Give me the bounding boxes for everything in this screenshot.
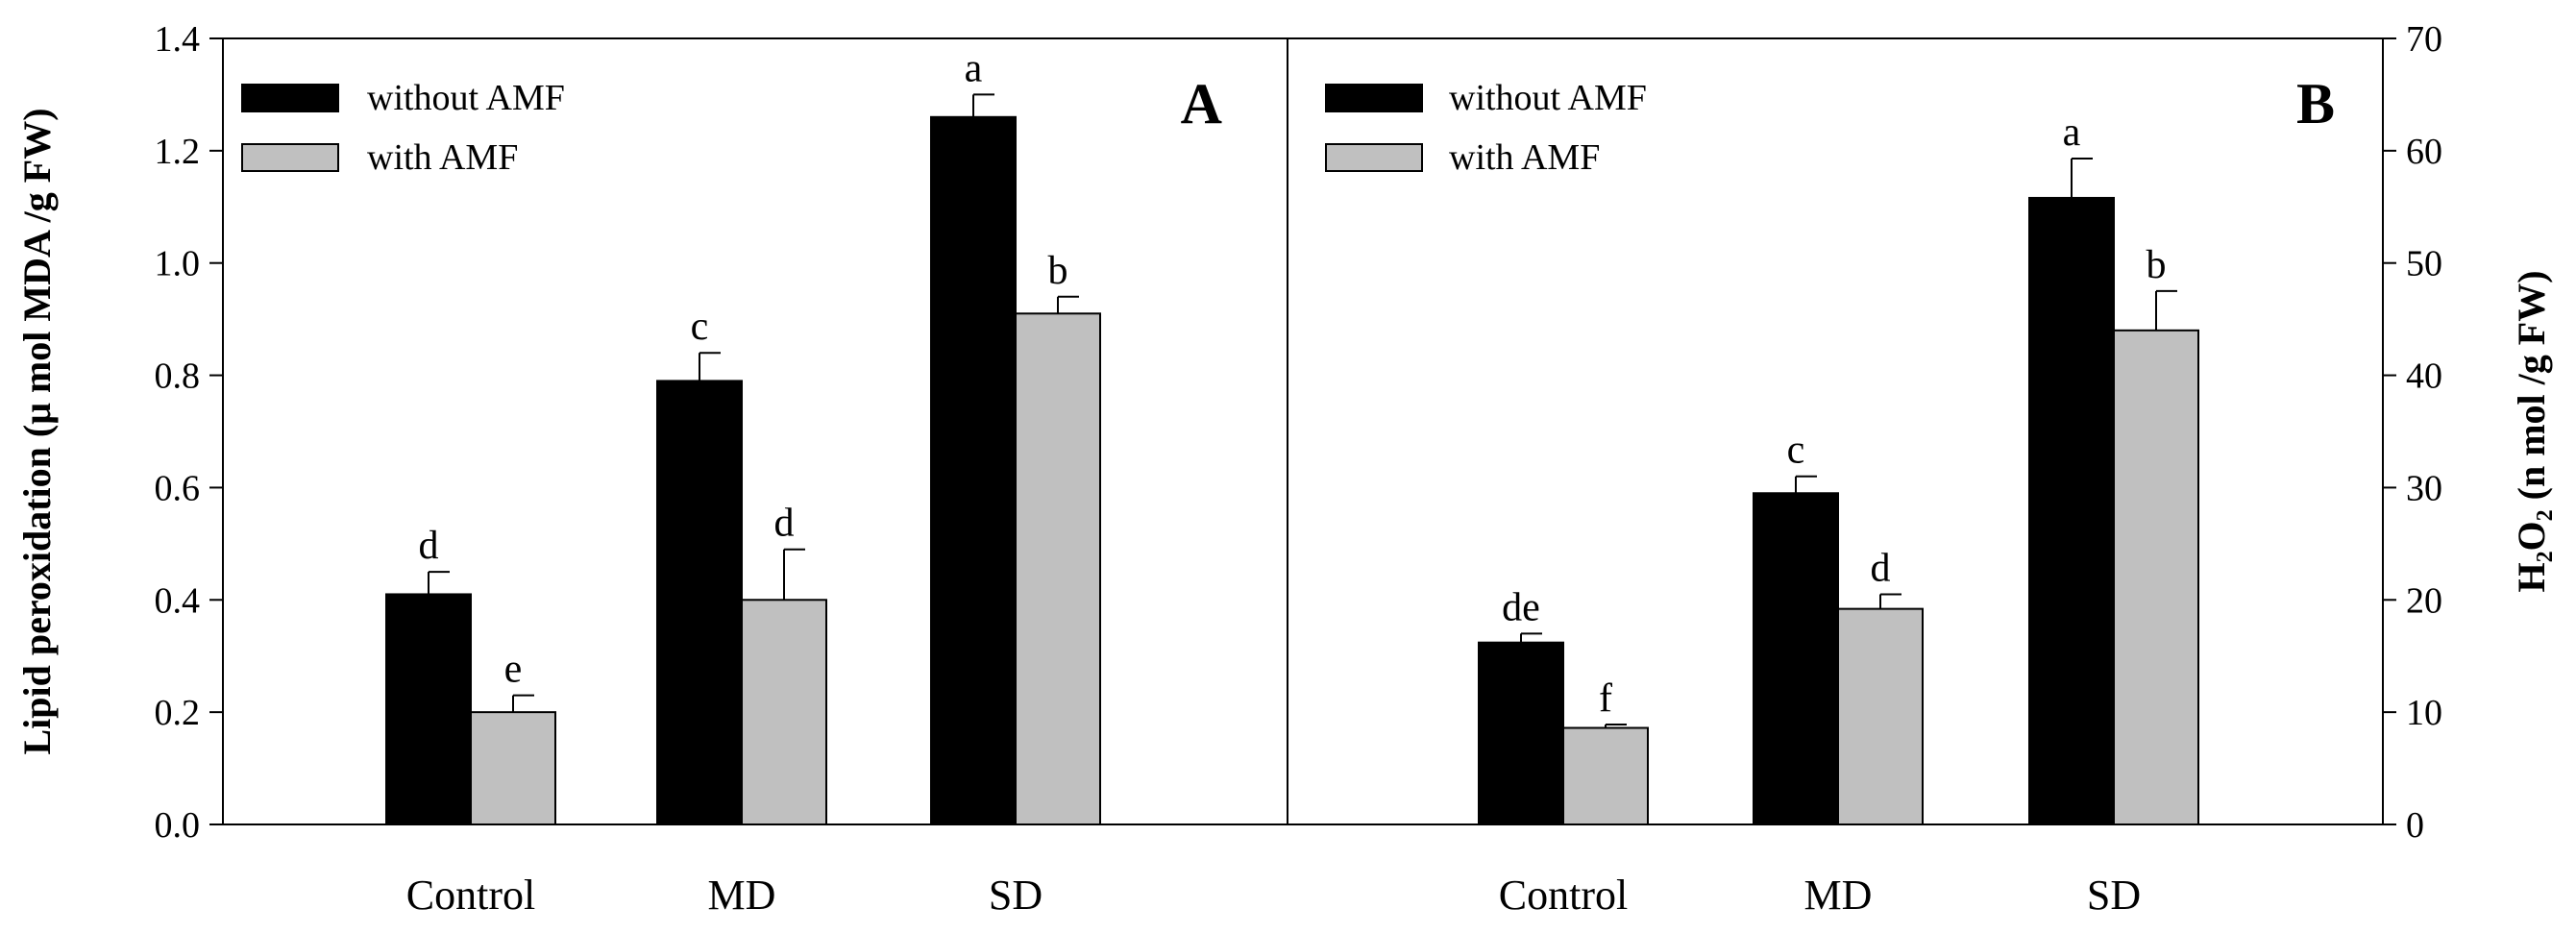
significance-letter: e <box>504 648 523 692</box>
significance-letter: d <box>419 524 439 568</box>
x-tick-label: MD <box>1804 872 1873 919</box>
significance-letter: c <box>1787 429 1805 473</box>
panel-label: B <box>2296 72 2335 135</box>
y-tick-label: 0.8 <box>155 356 201 397</box>
x-tick-label: SD <box>989 872 1043 919</box>
significance-letter: a <box>2063 111 2081 155</box>
significance-letter: b <box>1048 249 1068 293</box>
y-tick-label: 20 <box>2406 580 2442 621</box>
legend-swatch <box>241 84 339 112</box>
significance-letter: a <box>965 46 983 90</box>
bar <box>2028 196 2115 826</box>
y-tick-label: 30 <box>2406 468 2442 508</box>
y-tick-label: 0.2 <box>155 693 201 733</box>
bar <box>741 599 827 825</box>
y-tick-label: 1.2 <box>155 132 201 172</box>
bar <box>930 115 1017 826</box>
legend-label: with AMF <box>367 137 518 178</box>
x-tick-label: Control <box>406 872 535 919</box>
legend-label: without AMF <box>1449 78 1647 118</box>
bar <box>1015 312 1101 825</box>
bar <box>2113 329 2199 826</box>
y-tick-label: 1.4 <box>155 19 201 60</box>
y-tick-label: 0 <box>2406 805 2424 846</box>
significance-letter: d <box>1871 546 1891 590</box>
chart-panel-b: 0 10 20 30 40 50 60 70 H₂O₂ (n mol /g FW) de f Cont… <box>1287 19 2553 919</box>
y-tick-label: 0.4 <box>155 580 201 621</box>
significance-letter: c <box>691 305 709 349</box>
bar <box>1837 607 1924 825</box>
legend-label: with AMF <box>1449 137 1600 178</box>
y-tick-label: 1.0 <box>155 244 201 284</box>
bar <box>1478 641 1564 825</box>
legend-swatch <box>1325 84 1423 112</box>
x-tick-label: Control <box>1499 872 1628 919</box>
y-axis-title: Lipid peroxidation (μ mol MDA /g FW) <box>15 108 59 754</box>
legend-swatch <box>1325 143 1423 172</box>
x-tick-label: SD <box>2087 872 2141 919</box>
bar <box>385 593 472 826</box>
chart-panel-a: 0.0 0.2 0.4 0.6 0.8 1.0 1.2 1.4 Lipid peroxidati… <box>15 19 1288 919</box>
bar <box>470 711 556 826</box>
y-tick-label: 50 <box>2406 244 2442 284</box>
bar <box>1562 726 1649 826</box>
significance-letter: b <box>2147 243 2167 287</box>
bar <box>656 380 743 825</box>
panel-label: A <box>1181 72 1222 135</box>
y-tick-label: 0.0 <box>155 805 201 846</box>
y-tick-label: 60 <box>2406 132 2442 172</box>
y-tick-label: 40 <box>2406 356 2442 397</box>
significance-letter: de <box>1502 585 1540 629</box>
y-tick-label: 0.6 <box>155 468 201 508</box>
y-tick-label: 70 <box>2406 19 2442 60</box>
legend-label: without AMF <box>367 78 565 118</box>
y-tick-label: 10 <box>2406 693 2442 733</box>
x-tick-label: MD <box>708 872 776 919</box>
legend-swatch <box>241 143 339 172</box>
significance-letter: f <box>1599 676 1612 721</box>
y-axis-title: H₂O₂ (n mol /g FW) <box>2510 270 2553 592</box>
bar <box>1753 492 1839 825</box>
significance-letter: d <box>774 502 795 546</box>
